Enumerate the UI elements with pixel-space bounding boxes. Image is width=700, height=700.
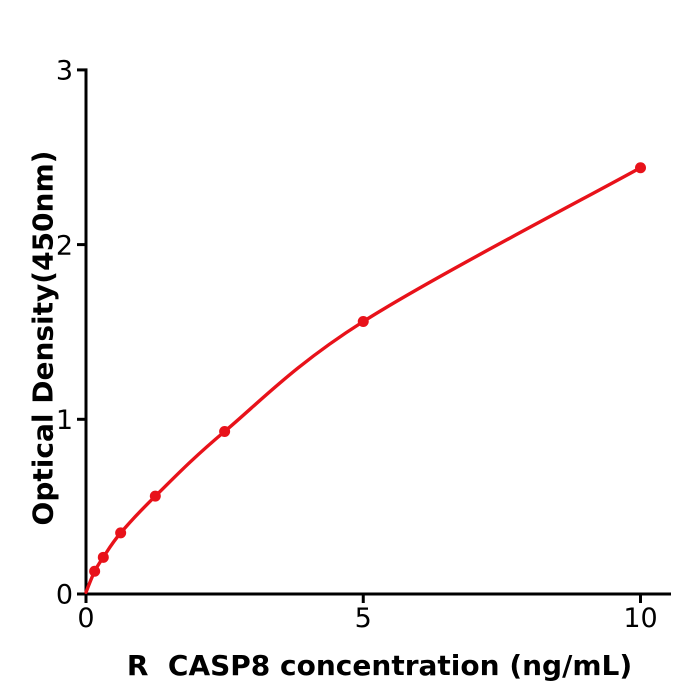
x-axis-title: R CASP8 concentration (ng/mL) xyxy=(126,649,633,682)
y-tick-label-3: 3 xyxy=(56,56,73,87)
x-tick-label-5: 5 xyxy=(355,603,372,634)
data-point-0.625 xyxy=(115,527,127,539)
data-point-10 xyxy=(635,162,646,174)
data-point-0.156 xyxy=(89,565,101,577)
standard-curve-line xyxy=(84,166,643,594)
y-tick-label-2: 2 xyxy=(56,230,73,261)
data-point-0.312 xyxy=(97,551,109,563)
x-tick-label-10: 10 xyxy=(623,603,657,634)
data-point-5 xyxy=(357,315,369,327)
data-point-2.5 xyxy=(219,426,231,438)
x-tick-label-0: 0 xyxy=(77,603,94,634)
y-tick-label-0: 0 xyxy=(56,580,73,611)
y-tick-label-1: 1 xyxy=(56,405,73,436)
y-axis-title: Optical Density(450nm) xyxy=(26,150,60,526)
data-point-1.25 xyxy=(149,490,161,502)
